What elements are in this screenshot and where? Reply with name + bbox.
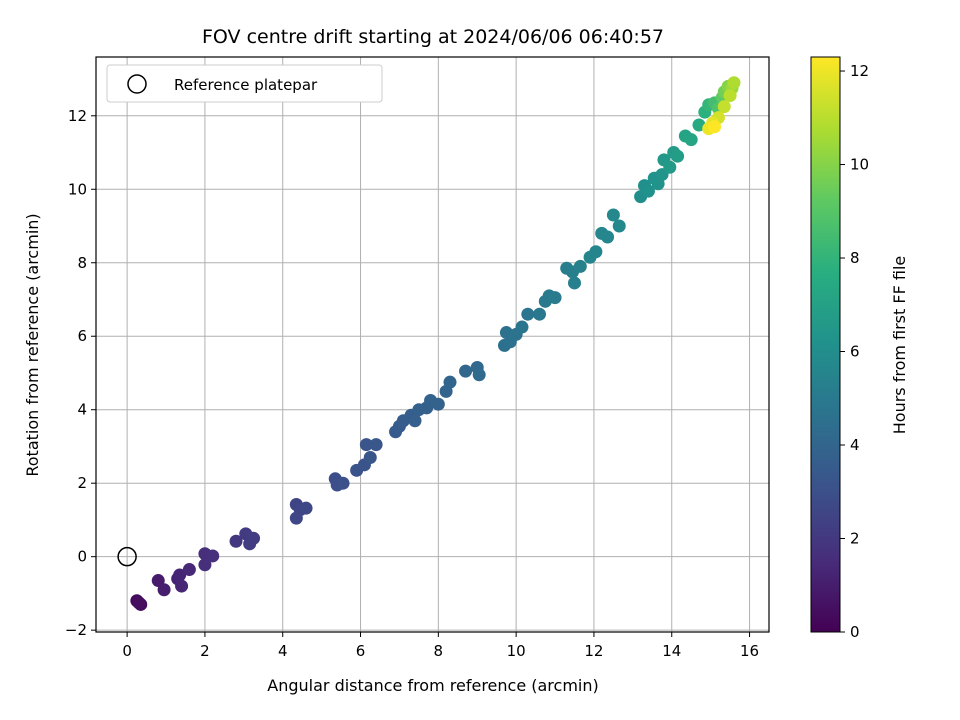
data-point xyxy=(443,375,457,389)
data-point xyxy=(723,89,737,103)
data-point xyxy=(206,549,220,563)
colorbar-tick-label: 8 xyxy=(850,249,860,267)
plot-background xyxy=(96,57,769,632)
data-point xyxy=(521,307,535,321)
data-point xyxy=(289,511,303,525)
data-point xyxy=(431,397,445,411)
y-tick-label: 10 xyxy=(68,180,87,198)
data-point xyxy=(336,476,350,490)
colorbar-tick-label: 12 xyxy=(850,62,869,80)
data-point xyxy=(532,307,546,321)
data-point xyxy=(548,291,562,305)
data-point xyxy=(132,596,146,610)
data-point xyxy=(573,259,587,273)
data-point xyxy=(606,208,620,222)
colorbar-tick-label: 6 xyxy=(850,343,860,361)
colorbar-tick-label: 10 xyxy=(850,156,869,174)
chart-title: FOV centre drift starting at 2024/06/06 … xyxy=(202,26,664,48)
data-point xyxy=(157,583,171,597)
data-point xyxy=(567,276,581,290)
data-point xyxy=(515,320,529,334)
data-point xyxy=(717,100,731,114)
x-tick-label: 6 xyxy=(356,642,366,660)
colorbar-label: Hours from first FF file xyxy=(890,256,909,435)
x-tick-label: 10 xyxy=(507,642,526,660)
y-tick-label: 0 xyxy=(77,548,87,566)
data-point xyxy=(612,219,626,233)
legend-label: Reference platepar xyxy=(174,76,318,94)
data-point xyxy=(708,120,722,134)
data-point xyxy=(641,184,655,198)
y-tick-label: 4 xyxy=(77,401,87,419)
x-tick-label: 12 xyxy=(584,642,603,660)
data-point xyxy=(173,568,187,582)
y-tick-label: 2 xyxy=(77,474,87,492)
data-point xyxy=(727,76,741,90)
y-axis-label: Rotation from reference (arcmin) xyxy=(23,213,42,476)
x-tick-label: 14 xyxy=(662,642,681,660)
data-point xyxy=(363,450,377,464)
colorbar: 0 2 4 6 8 10 12 Hours from first FF file xyxy=(810,56,909,641)
y-tick-label: 12 xyxy=(68,107,87,125)
data-point xyxy=(408,414,422,428)
data-point xyxy=(229,534,243,548)
plot-frame xyxy=(95,56,770,633)
data-points xyxy=(130,76,741,611)
data-point xyxy=(175,579,189,593)
reference-marker xyxy=(117,546,137,567)
x-tick-label: 4 xyxy=(278,642,288,660)
data-point xyxy=(601,230,615,244)
data-point xyxy=(589,245,603,259)
data-point xyxy=(671,149,685,163)
x-axis-label: Angular distance from reference (arcmin) xyxy=(267,676,598,695)
data-point xyxy=(299,501,313,515)
x-tick-label: 0 xyxy=(122,642,132,660)
x-tick-label: 8 xyxy=(434,642,444,660)
data-point xyxy=(247,531,261,545)
y-tick-label: −2 xyxy=(65,621,87,639)
legend-box xyxy=(106,64,383,103)
y-tick-label: 8 xyxy=(77,254,87,272)
data-point xyxy=(684,133,698,147)
x-tick-label: 2 xyxy=(200,642,210,660)
colorbar-axis: 0 2 4 6 8 10 12 xyxy=(840,62,869,641)
data-point xyxy=(472,368,486,382)
plot-area: 0 2 4 6 8 10 12 14 16 −2 0 2 4 6 8 10 12 xyxy=(65,56,770,660)
legend: Reference platepar xyxy=(106,64,383,103)
colorbar-tick-label: 4 xyxy=(850,436,860,454)
colorbar-tick-label: 2 xyxy=(850,530,860,548)
y-tick-label: 6 xyxy=(77,327,87,345)
axes: 0 2 4 6 8 10 12 14 16 −2 0 2 4 6 8 10 12 xyxy=(65,107,759,660)
data-point xyxy=(369,438,383,452)
data-point xyxy=(459,364,473,378)
data-point xyxy=(182,563,196,577)
x-tick-label: 16 xyxy=(740,642,759,660)
colorbar-tick-label: 0 xyxy=(850,623,860,641)
legend-marker xyxy=(127,74,147,94)
colorbar-gradient xyxy=(810,56,841,633)
data-point xyxy=(359,438,373,452)
data-point xyxy=(663,160,677,174)
data-point xyxy=(198,558,212,572)
